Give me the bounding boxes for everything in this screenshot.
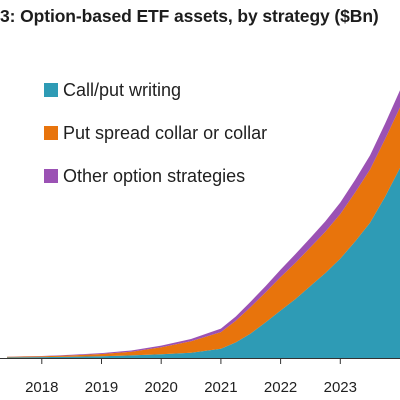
x-tick-label: 2018 bbox=[25, 379, 58, 396]
x-tick-label: 2019 bbox=[85, 379, 118, 396]
legend-label: Put spread collar or collar bbox=[63, 123, 267, 143]
legend-swatch bbox=[44, 169, 58, 183]
x-axis-ticks: 2018 2019 2020 2021 2022 2023 bbox=[25, 358, 357, 396]
x-tick-label: 2023 bbox=[324, 379, 357, 396]
legend-swatch bbox=[44, 83, 58, 97]
legend-label: Call/put writing bbox=[63, 80, 181, 100]
area-layer bbox=[7, 90, 400, 358]
x-tick-label: 2020 bbox=[145, 379, 178, 396]
legend-swatch bbox=[44, 126, 58, 140]
legend: Call/put writing Put spread collar or col… bbox=[44, 80, 267, 186]
legend-label: Other option strategies bbox=[63, 166, 245, 186]
chart-title: 3: Option-based ETF assets, by strategy … bbox=[0, 6, 379, 26]
area-series-1 bbox=[7, 167, 400, 358]
x-tick-label: 2022 bbox=[264, 379, 297, 396]
x-tick-label: 2021 bbox=[204, 379, 237, 396]
